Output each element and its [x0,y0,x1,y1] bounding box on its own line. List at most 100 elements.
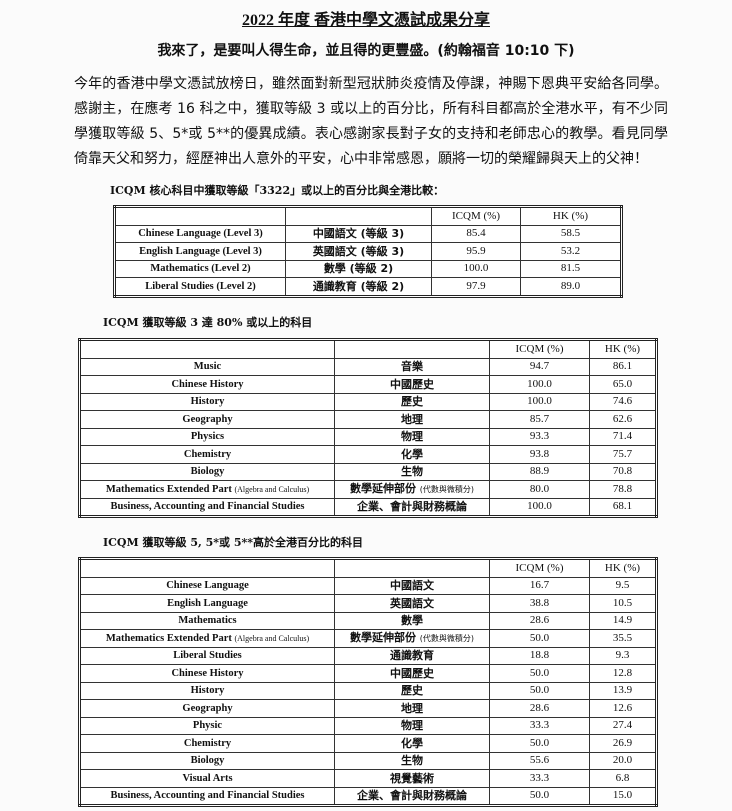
table-row: English Language 英國語文 38.8 10.5 [79,594,657,613]
subject-name: 英國語文 [390,596,434,610]
table-row: History 歷史 100.0 74.6 [79,392,657,411]
en-subject: Geography [79,410,335,429]
zh-subject: 物理 [334,716,490,735]
icqm-value: 100.0 [431,259,521,278]
hk-value: 35.5 [589,629,657,648]
en-subject: Liberal Studies (Level 2) [114,277,286,297]
header-cell: ICQM (%) [489,558,590,578]
icqm-value: 100.0 [489,497,590,517]
header-cell [114,206,286,226]
en-subject: Music [79,357,335,376]
header-row: ICQM (%) HK (%) [79,339,657,359]
icqm-value: 50.0 [489,629,590,648]
hk-value: 53.2 [520,242,622,261]
header-cell [79,339,335,359]
subject-name: Liberal Studies [173,650,242,662]
subject-name: Mathematics (Level 2) [150,263,251,275]
subject-name: Chemistry [183,737,232,749]
subject-name: Music [193,361,222,373]
hk-value: 14.9 [589,611,657,630]
zh-subject: 通識教育 [334,646,490,665]
header-cell [334,558,490,578]
en-subject: Mathematics Extended Part (Algebra and C… [79,480,335,499]
icqm-value: 50.0 [489,786,590,806]
table-row: Chinese History 中國歷史 100.0 65.0 [79,375,657,394]
en-subject: English Language (Level 3) [114,242,286,261]
en-subject: Biology [79,751,335,770]
icqm-value: 100.0 [489,375,590,394]
subject-name: Mathematics Extended Part [105,483,232,495]
icqm-value: 28.6 [489,699,590,718]
hk-value: 13.9 [589,681,657,700]
en-subject: Chemistry [79,445,335,464]
en-subject: Liberal Studies [79,646,335,665]
hk-value: 89.0 [520,277,622,297]
header-row: ICQM (%) HK (%) [79,558,657,578]
subject-name: 中國歷史 [390,666,434,680]
subject-note: (Algebra and Calculus) [234,633,310,643]
table-row: Chemistry 化學 93.8 75.7 [79,445,657,464]
zh-subject: 英國語文 (等級 3) [285,242,432,261]
zh-subject: 化學 [334,445,490,464]
subject-name: 數學 [401,614,423,628]
subject-name: Geography [182,413,233,425]
header-cell [285,206,432,226]
en-subject: Business, Accounting and Financial Studi… [79,497,335,517]
subject-name: Chinese Language [166,580,249,592]
zh-subject: 中國歷史 [334,664,490,683]
subject-name: 企業、會計與財務概論 [357,789,467,803]
icqm-value: 95.9 [431,242,521,261]
zh-subject: 音樂 [334,357,490,376]
icqm-value: 93.8 [489,445,590,464]
hk-value: 86.1 [589,357,657,376]
icqm-value: 93.3 [489,427,590,446]
zh-subject: 中國歷史 [334,375,490,394]
hk-value: 65.0 [589,375,657,394]
header-row: ICQM (%) HK (%) [114,206,622,226]
table-row: Liberal Studies (Level 2) 通識教育 (等級 2) 97.9… [114,277,622,297]
subject-name: 企業、會計與財務概論 [357,500,467,514]
zh-subject: 歷史 [334,392,490,411]
zh-subject: 數學延伸部份 (代數與微積分) [334,629,490,648]
subject-name: 化學 [401,736,423,750]
zh-subject: 數學延伸部份 (代數與微積分) [334,480,490,499]
subject-name: 歷史 [401,395,423,409]
zh-subject: 歷史 [334,681,490,700]
subject-name: 中國語文 (等級 3) [312,227,405,241]
icqm-value: 94.7 [489,357,590,376]
table-row: Music 音樂 94.7 86.1 [79,357,657,376]
subject-name: Mathematics [178,615,237,627]
subject-name: 數學 (等級 2) [323,262,394,276]
results-table: ICQM (%) HK (%) Music 音樂 94.7 86.1 Chinese His… [78,338,658,518]
zh-subject: 企業、會計與財務概論 [334,497,490,517]
subject-name: English Language [167,597,248,609]
table-row: Visual Arts 視覺藝術 33.3 6.8 [79,769,657,788]
icqm-value: 38.8 [489,594,590,613]
hk-value: 15.0 [589,786,657,806]
en-subject: Visual Arts [79,769,335,788]
header-cell [79,558,335,578]
header-cell: HK (%) [589,558,657,578]
icqm-value: 85.7 [489,410,590,429]
subject-name: 地理 [401,701,423,715]
zh-subject: 數學 (等級 2) [285,259,432,278]
header-cell: HK (%) [589,339,657,359]
hk-value: 70.8 [589,462,657,481]
subject-name: Biology [190,755,225,767]
table-row: Mathematics Extended Part (Algebra and C… [79,480,657,499]
en-subject: Geography [79,699,335,718]
subject-name: Physic [192,720,223,732]
table-row: Mathematics Extended Part (Algebra and C… [79,629,657,648]
hk-value: 78.8 [589,480,657,499]
hk-value: 26.9 [589,734,657,753]
table-heading: ICQM 獲取等級 5, 5*或 5**高於全港百分比的科目 [103,536,364,549]
icqm-value: 50.0 [489,681,590,700]
title: 2022 年度 香港中學文憑試成果分享 [241,12,490,29]
subject-name: 通識教育 (等級 2) [312,279,405,293]
zh-subject: 企業、會計與財務概論 [334,786,490,806]
subject-name: Chinese History [171,378,244,390]
icqm-value: 50.0 [489,664,590,683]
zh-subject: 數學 [334,611,490,630]
subject-name: Chinese History [171,667,244,679]
subject-name: 化學 [401,447,423,461]
